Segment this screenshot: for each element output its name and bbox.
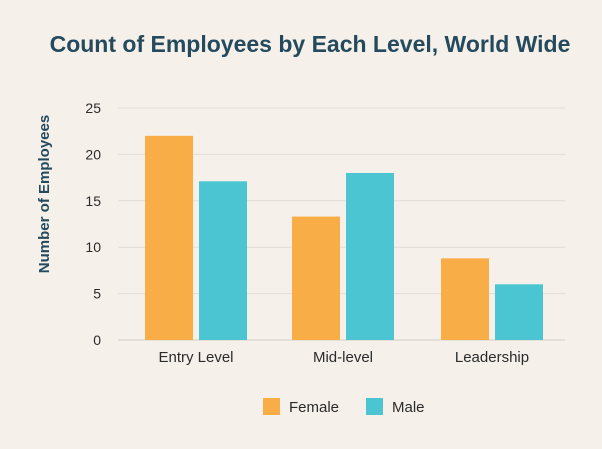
y-axis-ticks: 0 5 10 15 20 25 — [85, 100, 101, 348]
chart-title: Count of Employees by Each Level, World … — [50, 31, 571, 57]
legend-label-female: Female — [289, 399, 339, 416]
x-category-label: Leadership — [455, 349, 529, 366]
legend-label-male: Male — [392, 399, 425, 416]
y-tick-label: 20 — [85, 146, 101, 162]
y-axis-label: Number of Employees — [36, 115, 53, 273]
bar-male-0 — [199, 181, 247, 340]
y-tick-label: 5 — [93, 286, 101, 302]
bar-female-2 — [441, 258, 489, 340]
bar-male-1 — [346, 172, 394, 340]
x-axis-categories: Entry Level Mid-level Leadership — [158, 349, 529, 366]
bar-female-0 — [145, 135, 193, 340]
y-tick-label: 15 — [85, 193, 101, 209]
bar-male-2 — [495, 284, 543, 340]
legend-swatch-female — [263, 398, 280, 415]
legend: Female Male — [263, 398, 425, 416]
y-tick-label: 0 — [93, 332, 101, 348]
x-category-label: Mid-level — [313, 349, 373, 366]
y-tick-label: 25 — [85, 100, 101, 116]
bar-female-1 — [292, 216, 340, 340]
y-tick-label: 10 — [85, 239, 101, 255]
legend-swatch-male — [366, 398, 383, 415]
bars — [145, 135, 543, 340]
x-category-label: Entry Level — [158, 349, 233, 366]
